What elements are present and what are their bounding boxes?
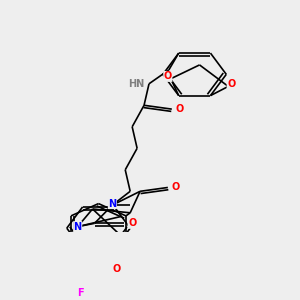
Text: O: O <box>128 218 136 228</box>
Text: N: N <box>74 222 82 232</box>
Text: O: O <box>176 104 184 114</box>
Text: HN: HN <box>128 79 144 89</box>
Text: N: N <box>108 199 116 208</box>
Text: O: O <box>172 182 180 193</box>
Text: F: F <box>77 289 84 298</box>
Text: O: O <box>164 71 172 81</box>
Text: O: O <box>112 264 120 274</box>
Text: O: O <box>227 79 236 89</box>
